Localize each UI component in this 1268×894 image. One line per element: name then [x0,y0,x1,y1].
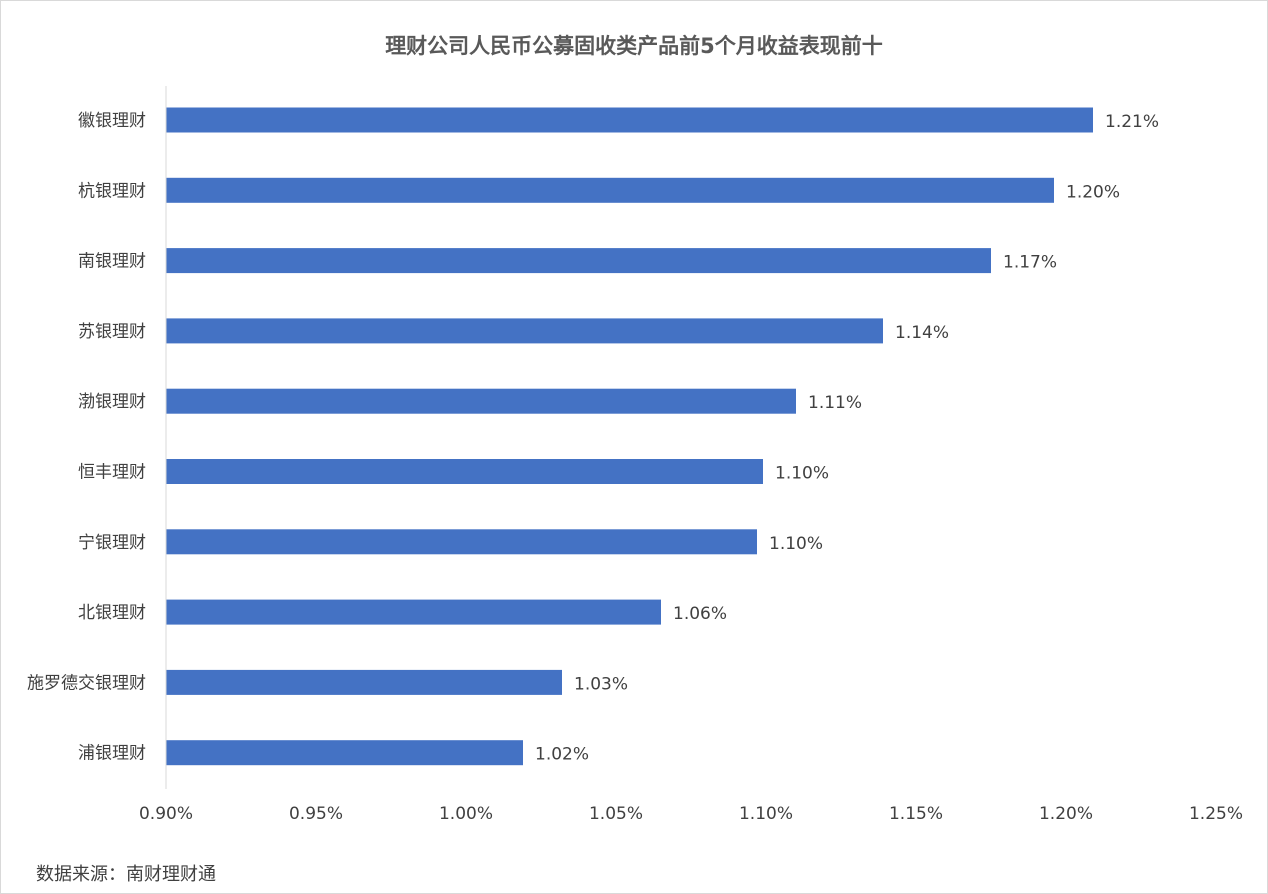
category-label-8: 施罗德交银理财 [27,673,146,693]
value-label-6: 1.10% [769,534,823,554]
bar-7 [166,599,661,625]
x-tick-label-5: 1.15% [889,804,943,824]
value-label-2: 1.17% [1003,253,1057,273]
bar-5 [166,459,763,484]
x-tick-label-1: 0.95% [289,804,343,824]
value-label-0: 1.21% [1105,112,1159,132]
source-note: 数据来源：南财理财通 [36,864,216,885]
bar-2 [166,248,991,274]
value-labels: 1.21% 1.20% 1.17% 1.14% 1.11% 1.10% 1.10% 1.06%… [535,112,1159,765]
x-tick-label-3: 1.05% [589,804,643,824]
bar-6 [166,529,757,555]
category-label-4: 渤银理财 [78,392,146,412]
x-tick-label-6: 1.20% [1039,804,1093,824]
value-label-5: 1.10% [775,464,829,484]
x-tick-label-4: 1.10% [739,804,793,824]
x-tick-label-0: 0.90% [139,804,193,824]
x-tick-labels: 0.90% 0.95% 1.00% 1.05% 1.10% 1.15% 1.20% 1.25% [139,804,1243,824]
bar-1 [166,177,1054,203]
value-label-7: 1.06% [673,604,727,624]
x-tick-label-7: 1.25% [1189,804,1243,824]
bar-9 [166,740,523,766]
bars-layer [166,107,1093,766]
value-label-4: 1.11% [808,393,862,413]
bar-0 [166,107,1093,133]
category-label-1: 杭银理财 [78,181,146,201]
category-labels: 徽银理财杭银理财南银理财苏银理财渤银理财恒丰理财宁银理财北银理财施罗德交银理财浦… [27,111,146,764]
value-label-8: 1.03% [574,674,628,694]
chart-title: 理财公司人民币公募固收类产品前5个月收益表现前十 [385,34,883,58]
category-label-3: 苏银理财 [78,322,146,342]
category-label-9: 浦银理财 [78,744,146,764]
value-label-1: 1.20% [1066,182,1120,202]
category-label-2: 南银理财 [78,252,146,272]
category-label-5: 恒丰理财 [78,463,146,483]
bar-3 [166,318,883,344]
value-label-9: 1.02% [535,745,589,765]
category-label-0: 徽银理财 [78,111,146,131]
value-label-3: 1.14% [895,323,949,343]
bar-8 [166,669,562,695]
category-label-7: 北银理财 [78,603,146,623]
category-label-6: 宁银理财 [78,533,146,553]
x-tick-label-2: 1.00% [439,804,493,824]
bar-4 [166,388,796,414]
